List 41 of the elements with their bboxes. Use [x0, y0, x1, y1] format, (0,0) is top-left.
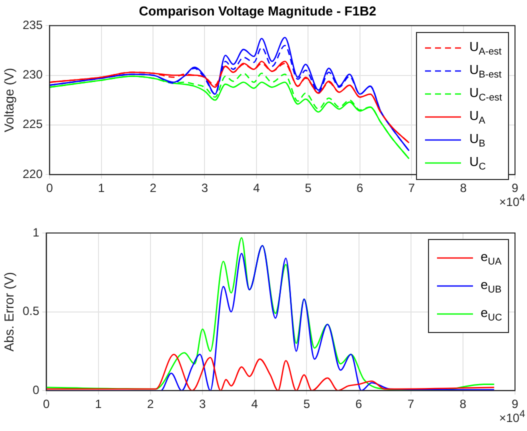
x-tick-label: 0 [46, 181, 54, 196]
y-tick-label: 235 [22, 18, 43, 32]
x-tick-label: 5 [303, 397, 310, 412]
legend-label: U$_{B}$ [469, 130, 486, 150]
legend-label: e$_{UA}$ [480, 248, 502, 268]
y-tick-label: 220 [22, 166, 43, 181]
x-tick-label: 8 [460, 181, 467, 196]
x-tick-label: 6 [355, 397, 362, 412]
legend-label: U$_{C-est}$ [469, 84, 502, 104]
x-tick-label: 7 [407, 397, 414, 412]
legend-label: U$_{A-est}$ [469, 38, 502, 58]
x-tick-label: 8 [460, 397, 467, 412]
x-tick-label: 4 [251, 397, 258, 412]
x-tick-label: 9 [512, 397, 519, 412]
legend-label: U$_{B-est}$ [469, 62, 502, 80]
text: ×10$^{4}$ [499, 408, 525, 425]
x-tick-label: 2 [150, 181, 157, 196]
y-tick-label: 225 [22, 117, 43, 132]
x-tick-label: 1 [95, 397, 102, 412]
y-tick-label: 0 [32, 382, 40, 397]
x-tick-label: 7 [408, 181, 416, 196]
legend-label: e$_{UB}$ [480, 276, 502, 296]
x-tick-label: 3 [199, 397, 206, 412]
x-tick-label: 5 [304, 181, 312, 196]
chart-title: Comparison Voltage Magnitude - F1B2 [138, 3, 376, 18]
text: ×10$^{4}$ [499, 192, 525, 209]
x-tick-label: 3 [201, 181, 208, 196]
legend-label: U$_{C}$ [469, 154, 486, 172]
legend-label: U$_{A}$ [469, 108, 486, 126]
x-tick-label: 2 [147, 397, 154, 412]
y-tick-label: 230 [22, 68, 43, 82]
y-tick-label: 1 [32, 225, 40, 240]
x-tick-label: 6 [356, 181, 364, 196]
x-tick-label: 9 [512, 181, 519, 196]
y-axis-title: Voltage (V) [1, 68, 16, 132]
y-tick-label: 0.5 [22, 304, 40, 318]
y-axis-title: Abs. Error (V) [1, 272, 16, 352]
legend-label: e$_{UC}$ [480, 304, 502, 324]
x-tick-label: 4 [253, 181, 260, 196]
line-series [46, 354, 495, 391]
x-tick-label: 1 [98, 181, 105, 196]
